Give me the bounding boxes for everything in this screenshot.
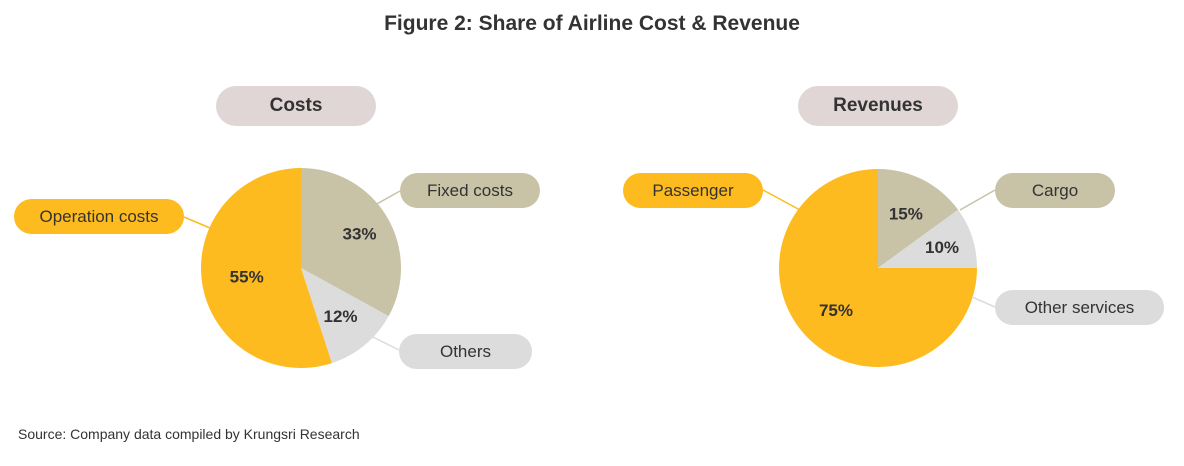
data-label-operation-costs: 55% [230,268,264,287]
leader-other-services [971,296,996,308]
leader-operation-costs [183,216,211,229]
legend-other-services: Other services [995,290,1164,325]
pie-costs: 33% 12% 55% [201,168,401,368]
chart-title: Figure 2: Share of Airline Cost & Revenu… [384,12,800,35]
legend-fixed-costs: Fixed costs [400,173,540,208]
data-label-other-services: 10% [925,238,959,257]
leader-cargo [959,189,996,211]
data-label-fixed-costs: 33% [343,224,377,243]
legend-cargo: Cargo [995,173,1115,208]
source-note: Source: Company data compiled by Krungsr… [18,426,360,442]
leader-passenger [762,189,801,211]
legend-operation-costs: Operation costs [14,199,184,234]
leader-fixed-costs [374,190,401,206]
pie-revenues: 15%10% 75% [779,169,977,367]
leader-lines [183,189,996,351]
slice-passenger [779,169,977,367]
costs-header: Costs [216,86,376,126]
slice-cargo [878,169,959,268]
revenues-header: Revenues [798,86,958,126]
data-label-others: 12% [324,307,358,326]
data-label-passenger: 75% [819,301,853,320]
legend-others: Others [399,334,532,369]
leader-others [372,336,400,351]
slice-operation-costs [201,168,332,368]
data-label-cargo: 15% [889,204,923,223]
legend-passenger: Passenger [623,173,763,208]
slice-other-services [878,209,977,268]
slice-others [301,268,389,364]
